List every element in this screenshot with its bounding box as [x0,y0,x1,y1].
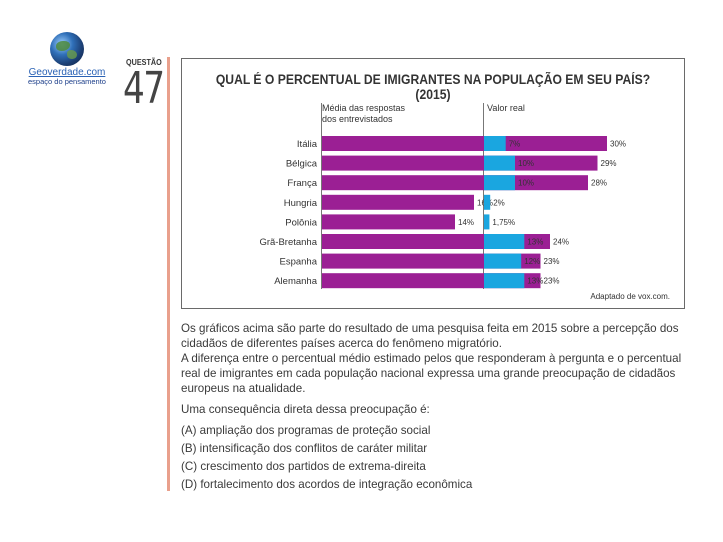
left-column-header: Média das respostas dos entrevistados [322,103,405,125]
perceived-bar-italia [322,136,607,151]
perceived-bar-polonia [322,214,455,230]
center-divider-line [483,103,484,289]
perceived-value-belgica: 29% [601,159,617,168]
perceived-value-alemanha: 23% [544,277,560,286]
perceived-value-italia: 30% [610,140,626,149]
perceived-bar-franca [322,175,588,191]
real-bar-gra-bretanha [484,234,525,249]
perceived-value-gra-bretanha: 24% [553,238,569,247]
option-a[interactable]: (A) ampliação dos programas de proteção … [181,424,431,437]
real-value-alemanha: 13% [527,277,543,286]
option-b[interactable]: (B) intensificação dos conflitos de cará… [181,442,428,455]
accent-divider [167,57,170,491]
real-bar-polonia [484,214,490,230]
left-axis-line [321,103,322,289]
category-label-belgica: Bélgica [286,159,318,170]
question-label: QUESTÃO [126,57,162,67]
globe-icon [50,32,84,66]
left-header-line2: dos entrevistados [322,114,393,124]
chart-figure: QUAL É O PERCENTUAL DE IMIGRANTES NA POP… [181,58,685,309]
category-label-hungria: Hungria [284,198,318,209]
real-bar-alemanha [484,273,525,289]
category-label-italia: Itália [297,139,318,150]
site-logo[interactable]: Geoverdade.com espaço do pensamento [22,32,112,86]
real-value-gra-bretanha: 13% [527,238,543,247]
real-bar-hungria [484,194,491,210]
category-label-franca: França [287,178,317,189]
logo-tagline: espaço do pensamento [28,77,106,86]
paragraph-2: A diferença entre o percentual médio est… [181,352,682,395]
category-label-espanha: Espanha [279,257,317,268]
question-number: 47 [123,63,165,114]
real-value-belgica: 10% [518,159,534,168]
option-c[interactable]: (C) crescimento dos partidos de extrema-… [181,460,426,473]
perceived-bar-belgica [322,155,598,171]
bar-chart-svg: Itália 30% 7% Bélgica 29% 10% França 28% 10% Hung… [259,136,626,289]
right-column-header: Valor real [487,103,525,113]
perceived-value-franca: 28% [591,179,607,188]
chart-source: Adaptado de vox.com. [590,292,670,301]
real-bar-italia [484,136,506,151]
paragraph-1: Os gráficos acima são parte do resultado… [181,322,679,350]
category-label-alemanha: Alemanha [274,276,317,287]
category-label-polonia: Polônia [285,217,317,228]
real-value-polonia: 1,75% [492,218,515,227]
perceived-value-espanha: 23% [544,257,560,266]
real-bar-franca [484,175,515,191]
real-bar-espanha [484,253,522,269]
left-header-line1: Média das respostas [322,103,406,113]
real-bar-belgica [484,155,515,171]
option-d[interactable]: (D) fortalecimento dos acordos de integr… [181,478,473,491]
real-value-franca: 10% [518,179,534,188]
paragraph-3: Uma consequência direta dessa preocupaçã… [181,403,430,416]
category-label-gra-bretanha: Grã-Bretanha [259,237,317,248]
chart-title: QUAL É O PERCENTUAL DE IMIGRANTES NA POP… [215,72,651,102]
real-value-espanha: 12% [524,257,540,266]
real-value-italia: 7% [509,140,521,149]
perceived-value-polonia: 14% [458,218,474,227]
logo-name[interactable]: Geoverdade.com [28,67,106,78]
real-value-hungria: 2% [493,198,505,207]
perceived-bar-hungria [322,194,474,210]
